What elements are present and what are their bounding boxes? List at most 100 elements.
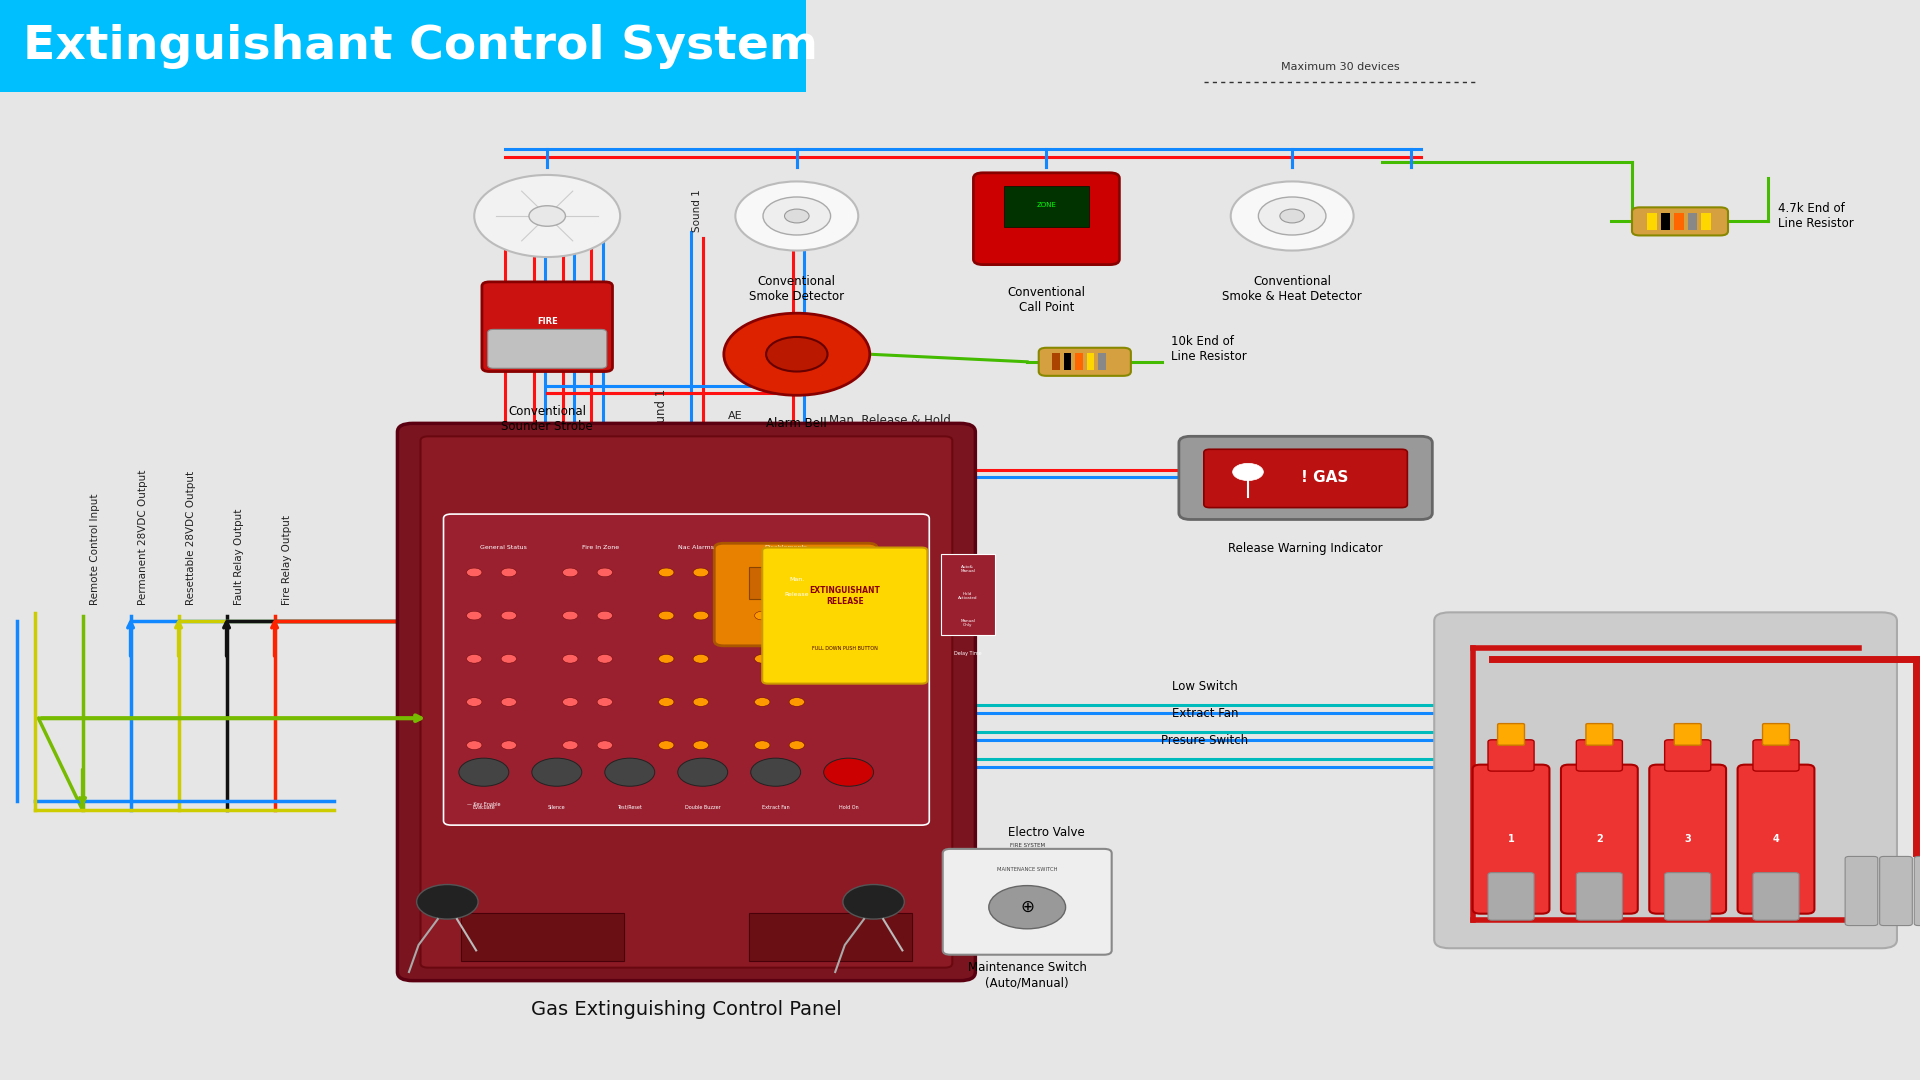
Text: Man. Release & Hold: Man. Release & Hold — [829, 414, 950, 427]
Text: Zone 1: Zone 1 — [505, 195, 516, 232]
Circle shape — [659, 698, 674, 706]
FancyBboxPatch shape — [1561, 765, 1638, 914]
Text: 10k End of
Line Resistor: 10k End of Line Resistor — [1171, 335, 1246, 363]
Text: Fire In Zone: Fire In Zone — [582, 545, 618, 551]
Circle shape — [989, 886, 1066, 929]
Bar — [1075, 353, 1083, 370]
FancyBboxPatch shape — [1434, 612, 1897, 948]
Circle shape — [659, 611, 674, 620]
Circle shape — [693, 611, 708, 620]
Circle shape — [459, 758, 509, 786]
Text: Release: Release — [785, 592, 808, 596]
Text: AE: AE — [710, 427, 726, 440]
FancyBboxPatch shape — [1738, 765, 1814, 914]
Circle shape — [501, 611, 516, 620]
Text: Double Buzzer: Double Buzzer — [685, 805, 720, 810]
Text: 4.7k End of
Line Resistor: 4.7k End of Line Resistor — [1778, 202, 1853, 230]
Text: Zone 2: Zone 2 — [534, 195, 545, 232]
Circle shape — [693, 741, 708, 750]
Circle shape — [563, 741, 578, 750]
Text: Zone 4: Zone 4 — [591, 195, 603, 232]
FancyBboxPatch shape — [1204, 449, 1407, 508]
Text: Electro Valve: Electro Valve — [1008, 826, 1085, 839]
FancyBboxPatch shape — [1586, 724, 1613, 745]
Circle shape — [597, 568, 612, 577]
Text: FULL DOWN PUSH BUTTON: FULL DOWN PUSH BUTTON — [812, 646, 877, 650]
Circle shape — [789, 611, 804, 620]
Text: Permanent 28VDC Output: Permanent 28VDC Output — [138, 470, 148, 605]
Text: Conventional
Sounder Strobe: Conventional Sounder Strobe — [501, 405, 593, 433]
Circle shape — [789, 698, 804, 706]
Bar — [1004, 186, 1089, 227]
Bar — [1661, 213, 1670, 230]
Circle shape — [467, 698, 482, 706]
Circle shape — [563, 611, 578, 620]
Text: Maintenance Switch
(Auto/Manual): Maintenance Switch (Auto/Manual) — [968, 961, 1087, 989]
FancyBboxPatch shape — [482, 282, 612, 372]
Text: ⊕: ⊕ — [1020, 899, 1035, 916]
FancyBboxPatch shape — [1179, 436, 1432, 519]
Circle shape — [474, 175, 620, 257]
Text: Manual
Only: Manual Only — [960, 619, 975, 627]
Circle shape — [563, 698, 578, 706]
Bar — [1647, 213, 1657, 230]
Text: 4: 4 — [1772, 834, 1780, 845]
Circle shape — [693, 568, 708, 577]
Text: Sound 1: Sound 1 — [691, 189, 703, 232]
Circle shape — [1281, 210, 1304, 222]
Circle shape — [1258, 197, 1327, 235]
Circle shape — [751, 758, 801, 786]
Circle shape — [724, 313, 870, 395]
Text: Fire Relay Output: Fire Relay Output — [282, 515, 292, 605]
Text: Silence: Silence — [547, 805, 566, 810]
FancyBboxPatch shape — [1576, 740, 1622, 771]
Bar — [1052, 353, 1060, 370]
Circle shape — [755, 698, 770, 706]
Text: Alarm Bell: Alarm Bell — [766, 417, 828, 430]
Text: MAINTENANCE SWITCH: MAINTENANCE SWITCH — [996, 867, 1058, 872]
Text: Auto&
Manual: Auto& Manual — [960, 565, 975, 573]
Bar — [941, 554, 995, 635]
FancyBboxPatch shape — [1576, 873, 1622, 920]
Text: Release Warning Indicator: Release Warning Indicator — [1229, 542, 1382, 555]
FancyBboxPatch shape — [1488, 873, 1534, 920]
Circle shape — [597, 698, 612, 706]
FancyBboxPatch shape — [444, 514, 929, 825]
Bar — [1701, 213, 1711, 230]
Circle shape — [659, 654, 674, 663]
FancyBboxPatch shape — [0, 0, 806, 92]
Text: ! GAS: ! GAS — [1302, 470, 1348, 485]
Circle shape — [735, 181, 858, 251]
FancyBboxPatch shape — [1753, 740, 1799, 771]
FancyBboxPatch shape — [1763, 724, 1789, 745]
FancyBboxPatch shape — [762, 548, 927, 684]
Bar — [1098, 353, 1106, 370]
Text: Hold
Activated: Hold Activated — [958, 592, 977, 600]
Text: Conventional
Heat Detector: Conventional Heat Detector — [505, 281, 589, 309]
Circle shape — [659, 568, 674, 577]
Bar — [1087, 353, 1094, 370]
Text: Test/Reset: Test/Reset — [618, 805, 641, 810]
Circle shape — [824, 758, 874, 786]
Circle shape — [501, 654, 516, 663]
FancyBboxPatch shape — [714, 543, 877, 646]
Circle shape — [762, 197, 831, 235]
Circle shape — [789, 741, 804, 750]
Circle shape — [597, 654, 612, 663]
Text: Zone 3: Zone 3 — [563, 195, 574, 232]
Text: Remote Control Input: Remote Control Input — [90, 494, 100, 605]
Bar — [749, 567, 845, 599]
Circle shape — [755, 611, 770, 620]
FancyBboxPatch shape — [1665, 873, 1711, 920]
Circle shape — [766, 337, 828, 372]
Circle shape — [467, 654, 482, 663]
Text: Nac Alarms: Nac Alarms — [678, 545, 714, 551]
Circle shape — [605, 758, 655, 786]
Text: FIRE SYSTEM: FIRE SYSTEM — [1010, 842, 1044, 848]
Circle shape — [597, 741, 612, 750]
Circle shape — [1231, 181, 1354, 251]
Circle shape — [789, 568, 804, 577]
Text: EXTINGUISHANT
RELEASE: EXTINGUISHANT RELEASE — [810, 586, 879, 606]
Bar — [461, 913, 624, 961]
Circle shape — [467, 568, 482, 577]
